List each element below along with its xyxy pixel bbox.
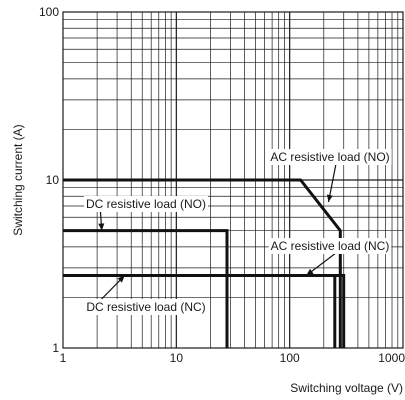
x-tick-labels: 1 10 100 1000 xyxy=(60,351,405,365)
annotation-leaders xyxy=(98,163,337,301)
x-axis-label: Switching voltage (V) xyxy=(290,381,403,395)
annotation-label-bg xyxy=(83,196,209,212)
series-line-4 xyxy=(63,274,337,348)
series-line-2 xyxy=(63,229,229,348)
annotation-label: AC resistive load (NO) xyxy=(270,150,389,164)
y-tick-label: 1 xyxy=(52,341,59,355)
y-axis-label: Switching current (A) xyxy=(11,124,25,235)
x-tick-label: 10 xyxy=(170,351,184,365)
annotation-label: AC resistive load (NC) xyxy=(271,239,390,253)
annotation-arrowhead xyxy=(117,275,125,283)
annotation-label-bg xyxy=(268,238,392,254)
annotation-label: DC resistive load (NO) xyxy=(86,197,206,211)
annotation-arrowhead xyxy=(306,268,314,276)
series-lines xyxy=(63,178,346,348)
x-tick-label: 1 xyxy=(60,351,67,365)
annotation-label-bg xyxy=(268,149,392,165)
annotation-label: DC resistive load (NC) xyxy=(86,300,205,314)
x-tick-label: 1000 xyxy=(378,351,405,365)
annotation-arrowhead xyxy=(98,223,105,231)
annotations: AC resistive load (NO) DC resistive load … xyxy=(83,149,392,315)
y-tick-label: 100 xyxy=(39,5,59,19)
x-tick-label: 100 xyxy=(280,351,300,365)
y-tick-label: 10 xyxy=(46,173,60,187)
y-tick-labels: 1 10 100 xyxy=(39,5,59,355)
series-line-1 xyxy=(63,178,342,348)
annotation-label-bg xyxy=(84,299,208,315)
annotation-arrowhead xyxy=(326,194,333,202)
